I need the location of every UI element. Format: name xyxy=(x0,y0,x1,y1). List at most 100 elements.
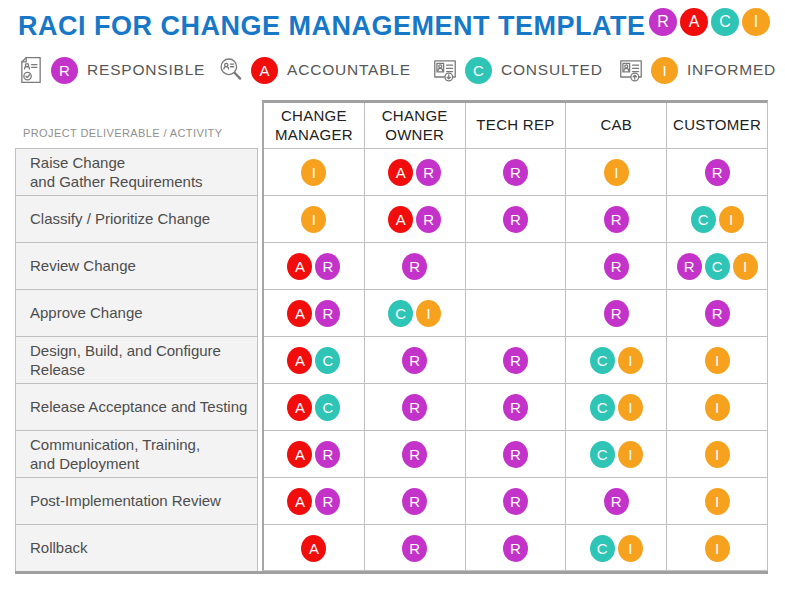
raci-badge-c: C xyxy=(590,535,615,562)
raci-badge-a: A xyxy=(388,206,413,233)
raci-badge-r: R xyxy=(677,253,702,280)
raci-cell: I xyxy=(264,196,364,242)
column-header: CUSTOMER xyxy=(666,103,767,148)
activity-cell: Approve Change xyxy=(15,289,258,336)
raci-cell: R xyxy=(364,337,465,383)
column-header: CHANGE OWNER xyxy=(364,103,465,148)
raci-badge-i: I xyxy=(618,441,643,468)
raci-cell: I xyxy=(666,337,767,383)
raci-badge-a: A xyxy=(287,300,312,327)
column-header-activity: PROJECT DELIVERABLE / ACTIVITY xyxy=(15,100,258,148)
raci-badge-r: R xyxy=(402,394,427,421)
raci-cell: AR xyxy=(264,431,364,477)
matrix-row: ARCIRR xyxy=(264,289,767,336)
raci-template-page: RACI FOR CHANGE MANAGEMENT TEMPLATE RACI… xyxy=(0,0,785,598)
legend: R RESPONSIBLE A ACCOUNTABLE xyxy=(0,52,785,88)
raci-cell: R xyxy=(364,243,465,289)
raci-cell: R xyxy=(364,478,465,524)
column-header: CHANGE MANAGER xyxy=(264,103,364,148)
activity-cell: Classify / Prioritize Change xyxy=(15,195,258,242)
raci-cell: R xyxy=(465,525,566,571)
raci-badge-r: R xyxy=(503,159,528,186)
raci-badge-i: I xyxy=(705,394,730,421)
activity-cell: Release Acceptance and Testing xyxy=(15,383,258,430)
raci-badge-i: I xyxy=(618,535,643,562)
matrix-header-row: CHANGE MANAGERCHANGE OWNERTECH REPCABCUS… xyxy=(264,103,767,148)
raci-cell: R xyxy=(364,384,465,430)
legend-item-responsible: R RESPONSIBLE xyxy=(18,52,205,88)
raci-badge-c: C xyxy=(705,253,730,280)
raci-badge-a: A xyxy=(301,535,326,562)
raci-badge-a: A xyxy=(287,441,312,468)
raci-cell: CI xyxy=(666,196,767,242)
raci-badge-r: R xyxy=(705,300,730,327)
raci-cell: CI xyxy=(565,384,666,430)
raci-badge-c: C xyxy=(590,441,615,468)
raci-badge-i: I xyxy=(604,159,629,186)
raci-cell: R xyxy=(364,525,465,571)
raci-badge-r: R xyxy=(402,347,427,374)
activity-cell: Design, Build, and Configure Release xyxy=(15,336,258,383)
raci-cell: AC xyxy=(264,384,364,430)
raci-badge-r: R xyxy=(503,394,528,421)
raci-badge-r: R xyxy=(604,300,629,327)
raci-badge-i: I xyxy=(618,394,643,421)
raci-badge-c: C xyxy=(388,300,413,327)
legend-badge-c: C xyxy=(465,57,492,84)
raci-cell: I xyxy=(264,149,364,195)
activity-cell: Raise Change and Gather Requirements xyxy=(15,148,258,195)
raci-cell: RCI xyxy=(666,243,767,289)
raci-badge-c: C xyxy=(590,347,615,374)
raci-cell: A xyxy=(264,525,364,571)
raci-cell: I xyxy=(666,478,767,524)
raci-badge-r: R xyxy=(503,347,528,374)
raci-cell: AC xyxy=(264,337,364,383)
id-card-upload-icon xyxy=(618,56,644,84)
raci-badge-r: R xyxy=(503,441,528,468)
activity-cell: Review Change xyxy=(15,242,258,289)
raci-badge-i: I xyxy=(416,300,441,327)
legend-item-consulted: C CONSULTED xyxy=(432,52,603,88)
raci-badge-a: A xyxy=(388,159,413,186)
document-check-icon xyxy=(18,56,44,84)
raci-cell: AR xyxy=(264,243,364,289)
raci-badge-r: R xyxy=(402,441,427,468)
legend-label-responsible: RESPONSIBLE xyxy=(87,61,205,79)
raci-cell: R xyxy=(465,149,566,195)
raci-badge-c: C xyxy=(590,394,615,421)
raci-cell: CI xyxy=(565,337,666,383)
raci-badge-r: R xyxy=(503,488,528,515)
raci-cell: AR xyxy=(264,290,364,336)
raci-badge-a: A xyxy=(287,253,312,280)
matrix-row: IARRIR xyxy=(264,148,767,195)
raci-cell: I xyxy=(666,384,767,430)
matrix-row: ARRRRI xyxy=(264,477,767,524)
raci-cell: AR xyxy=(364,196,465,242)
raci-badge-i: I xyxy=(301,159,326,186)
page-title: RACI FOR CHANGE MANAGEMENT TEMPLATE xyxy=(18,8,645,44)
raci-badge-r: R xyxy=(402,488,427,515)
raci-badge-i: I xyxy=(705,488,730,515)
logo-letter-a: A xyxy=(680,8,708,36)
raci-cell: R xyxy=(565,243,666,289)
raci-badge-i: I xyxy=(719,206,744,233)
column-header: CAB xyxy=(565,103,666,148)
raci-badge-r: R xyxy=(402,535,427,562)
raci-matrix: CHANGE MANAGERCHANGE OWNERTECH REPCABCUS… xyxy=(262,100,768,571)
matrix-row: ACRRCII xyxy=(264,383,767,430)
raci-cell xyxy=(465,243,566,289)
activity-cell: Rollback xyxy=(15,524,258,571)
legend-item-informed: I INFORMED xyxy=(618,52,776,88)
matrix-row: ARRRRCI xyxy=(264,242,767,289)
raci-cell: R xyxy=(465,431,566,477)
raci-cell: CI xyxy=(364,290,465,336)
raci-badge-r: R xyxy=(315,300,340,327)
raci-badge-a: A xyxy=(287,347,312,374)
raci-badge-r: R xyxy=(503,206,528,233)
raci-badge-r: R xyxy=(416,159,441,186)
raci-badge-r: R xyxy=(315,441,340,468)
raci-cell: R xyxy=(666,149,767,195)
raci-badge-i: I xyxy=(733,253,758,280)
raci-badge-i: I xyxy=(705,535,730,562)
raci-badge-r: R xyxy=(604,206,629,233)
